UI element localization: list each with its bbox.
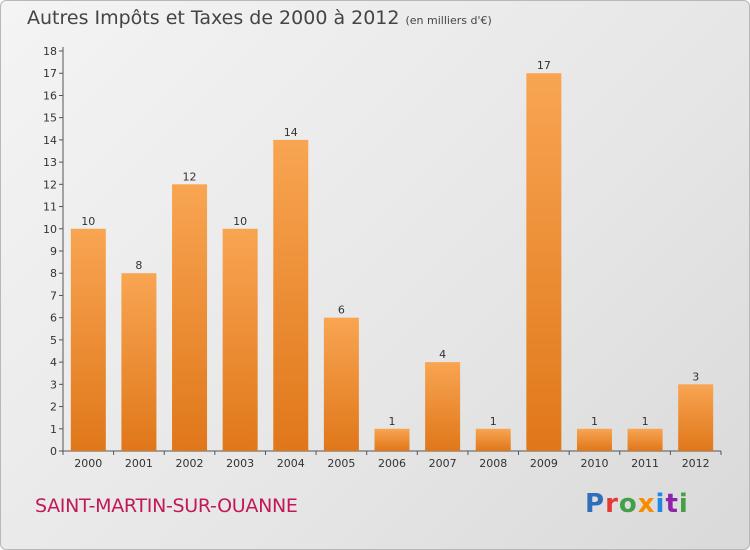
data-label-2002: 12 bbox=[183, 170, 197, 183]
x-tick-label-2007: 2007 bbox=[429, 457, 457, 470]
x-tick-label-2011: 2011 bbox=[631, 457, 659, 470]
bar-2009 bbox=[526, 73, 562, 451]
y-tick-label: 6 bbox=[50, 312, 57, 325]
logo-letter: x bbox=[637, 489, 656, 519]
y-tick-label: 15 bbox=[43, 112, 57, 125]
chart-subtitle: (en milliers d'€) bbox=[405, 14, 492, 27]
bar-2000 bbox=[70, 228, 106, 451]
bar-2003 bbox=[222, 228, 258, 451]
x-tick-label-2010: 2010 bbox=[580, 457, 608, 470]
x-tick-label-2008: 2008 bbox=[479, 457, 507, 470]
y-tick-label: 1 bbox=[50, 423, 57, 436]
x-tick-label-2002: 2002 bbox=[176, 457, 204, 470]
x-tick-label-2001: 2001 bbox=[125, 457, 153, 470]
x-tick-label-2006: 2006 bbox=[378, 457, 406, 470]
data-label-2011: 1 bbox=[642, 415, 649, 428]
x-tick-label-2005: 2005 bbox=[327, 457, 355, 470]
proxiti-logo: Proxiti bbox=[585, 489, 689, 519]
chart-title: Autres Impôts et Taxes de 2000 à 2012 (en… bbox=[27, 7, 492, 29]
chart-title-text: Autres Impôts et Taxes de 2000 à 2012 bbox=[27, 7, 400, 29]
y-tick-label: 10 bbox=[43, 223, 57, 236]
location-name: SAINT-MARTIN-SUR-OUANNE bbox=[35, 495, 298, 517]
data-label-2004: 14 bbox=[284, 126, 298, 139]
data-label-2012: 3 bbox=[692, 370, 699, 383]
bar-2012 bbox=[678, 384, 714, 451]
y-tick-label: 17 bbox=[43, 67, 57, 80]
data-label-2008: 1 bbox=[490, 415, 497, 428]
bar-2010 bbox=[576, 428, 612, 451]
y-tick-label: 2 bbox=[50, 401, 57, 414]
x-tick-label-2004: 2004 bbox=[277, 457, 305, 470]
bar-2005 bbox=[323, 317, 359, 451]
logo-letter: o bbox=[618, 489, 638, 519]
y-tick-label: 11 bbox=[43, 201, 57, 214]
bar-2007 bbox=[425, 362, 461, 451]
data-label-2007: 4 bbox=[439, 348, 446, 361]
x-tick-label-2003: 2003 bbox=[226, 457, 254, 470]
logo-letter: t bbox=[665, 489, 679, 519]
x-tick-label-2012: 2012 bbox=[682, 457, 710, 470]
data-label-2010: 1 bbox=[591, 415, 598, 428]
y-tick-label: 14 bbox=[43, 134, 57, 147]
bar-2008 bbox=[475, 428, 511, 451]
logo-letter: i bbox=[678, 489, 689, 519]
logo-letter: r bbox=[605, 489, 619, 519]
bar-2006 bbox=[374, 428, 410, 451]
y-tick-label: 5 bbox=[50, 334, 57, 347]
data-label-2001: 8 bbox=[135, 259, 142, 272]
y-tick-label: 0 bbox=[50, 445, 57, 458]
y-tick-label: 18 bbox=[43, 45, 57, 58]
x-axis: 2000 2001 2002 2003 2004 2005 2006 2007 2008 2009… bbox=[62, 450, 722, 470]
y-tick-label: 12 bbox=[43, 178, 57, 191]
data-label-2006: 1 bbox=[389, 415, 396, 428]
y-tick-label: 4 bbox=[50, 356, 57, 369]
y-tick-label: 13 bbox=[43, 156, 57, 169]
logo-letter: P bbox=[585, 489, 606, 519]
y-tick-label: 9 bbox=[50, 245, 57, 258]
y-tick-label: 16 bbox=[43, 89, 57, 102]
data-label-2003: 10 bbox=[233, 215, 247, 228]
x-tick-label-2000: 2000 bbox=[74, 457, 102, 470]
data-label-2009: 17 bbox=[537, 59, 551, 72]
y-tick-label: 8 bbox=[50, 267, 57, 280]
y-tick-label: 7 bbox=[50, 289, 57, 302]
bar-2001 bbox=[121, 273, 157, 451]
data-label-2005: 6 bbox=[338, 304, 345, 317]
data-label-2000: 10 bbox=[81, 215, 95, 228]
y-tick-label: 3 bbox=[50, 378, 57, 391]
x-tick-label-2009: 2009 bbox=[530, 457, 558, 470]
bar-2004 bbox=[273, 139, 309, 451]
bar-2002 bbox=[172, 184, 208, 452]
logo-letter: i bbox=[655, 489, 666, 519]
bar-2011 bbox=[627, 428, 663, 451]
